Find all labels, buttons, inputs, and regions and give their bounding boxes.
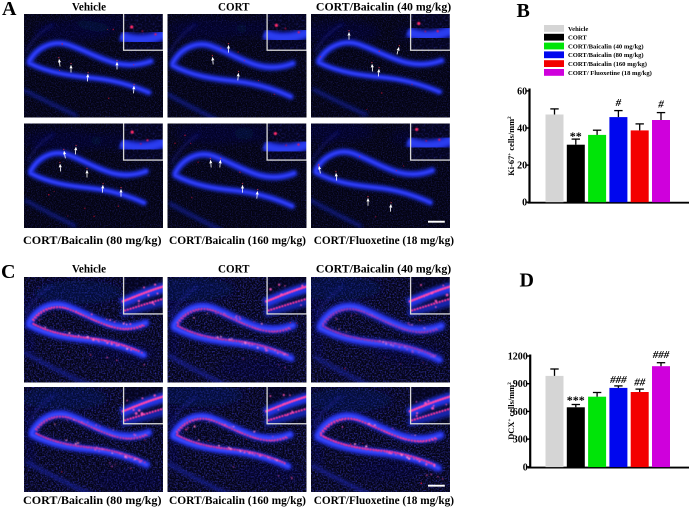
svg-text:A: A xyxy=(2,0,17,20)
svg-text:Vehicle: Vehicle xyxy=(72,263,106,275)
svg-text:0: 0 xyxy=(522,198,527,209)
svg-text:CORT/Baicalin (40 mg/kg): CORT/Baicalin (40 mg/kg) xyxy=(568,43,644,50)
svg-text:600: 600 xyxy=(513,407,528,418)
svg-text:###: ### xyxy=(609,374,627,386)
svg-text:CORT/Baicalin (40 mg/kg): CORT/Baicalin (40 mg/kg) xyxy=(316,2,452,14)
svg-text:Vehicle: Vehicle xyxy=(568,26,588,33)
svg-text:#: # xyxy=(657,99,664,111)
svg-text:60: 60 xyxy=(517,86,527,97)
svg-text:300: 300 xyxy=(513,435,528,446)
svg-text:CORT/Baicalin (160 mg/kg): CORT/Baicalin (160 mg/kg) xyxy=(169,235,306,247)
svg-text:CORT: CORT xyxy=(218,263,250,275)
svg-text:***: *** xyxy=(567,393,585,407)
svg-text:CORT/Fluoxetine (18 mg/kg): CORT/Fluoxetine (18 mg/kg) xyxy=(314,235,454,247)
svg-text:CORT/Baicalin (160 mg/kg): CORT/Baicalin (160 mg/kg) xyxy=(169,495,306,507)
svg-text:Ki-67+ cells/mm2: Ki-67+ cells/mm2 xyxy=(507,116,516,176)
svg-text:40: 40 xyxy=(517,124,527,135)
svg-text:#: # xyxy=(615,97,622,109)
svg-text:CORT: CORT xyxy=(218,2,250,14)
svg-text:20: 20 xyxy=(517,161,527,172)
svg-text:CORT/Baicalin (80 mg/kg): CORT/Baicalin (80 mg/kg) xyxy=(23,495,162,507)
svg-text:B: B xyxy=(517,0,530,22)
svg-text:D: D xyxy=(520,270,534,292)
svg-text:CORT: CORT xyxy=(568,35,587,42)
svg-text:DCX+ cells/mm2: DCX+ cells/mm2 xyxy=(507,382,516,440)
svg-text:###: ### xyxy=(652,349,670,361)
svg-text:CORT/ Fluoxetine (18 mg/kg): CORT/ Fluoxetine (18 mg/kg) xyxy=(568,70,652,77)
svg-text:C: C xyxy=(1,261,15,283)
svg-text:900: 900 xyxy=(513,379,528,390)
svg-text:CORT/Baicalin (40 mg/kg): CORT/Baicalin (40 mg/kg) xyxy=(316,263,452,275)
svg-text:CORT/Baicalin (80 mg/kg): CORT/Baicalin (80 mg/kg) xyxy=(23,235,162,247)
svg-text:CORT/Fluoxetine (18 mg/kg): CORT/Fluoxetine (18 mg/kg) xyxy=(314,495,454,507)
svg-text:##: ## xyxy=(633,377,646,389)
svg-text:CORT/Baicalin (80 mg/kg): CORT/Baicalin (80 mg/kg) xyxy=(568,52,644,59)
svg-text:**: ** xyxy=(570,129,582,143)
svg-text:1200: 1200 xyxy=(508,352,528,363)
svg-text:0: 0 xyxy=(523,462,528,473)
svg-text:CORT/Baicalin (160 mg/kg): CORT/Baicalin (160 mg/kg) xyxy=(568,61,647,68)
svg-text:Vehicle: Vehicle xyxy=(72,2,106,14)
